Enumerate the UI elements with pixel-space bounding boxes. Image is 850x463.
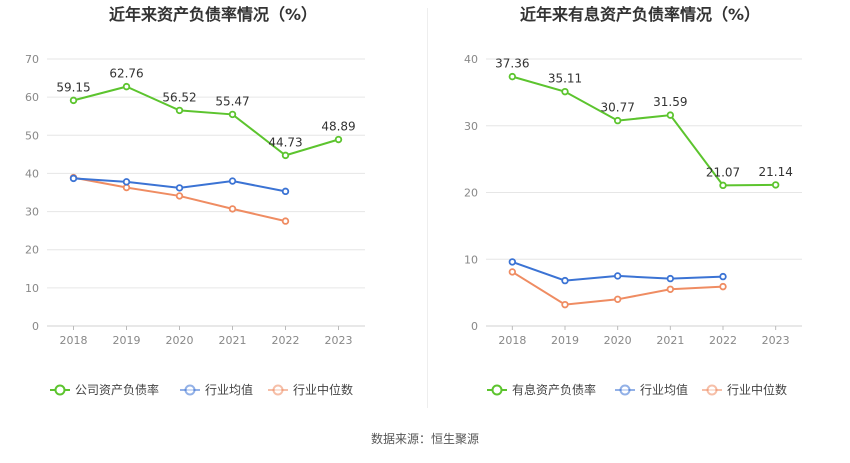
data-label: 35.11 [548,72,582,86]
data-point [666,111,675,119]
x-tick-label: 2019 [551,334,579,347]
x-tick-label: 2020 [166,334,194,347]
data-label: 59.15 [56,80,90,94]
data-point [771,181,780,189]
data-point [228,110,237,119]
legend-swatch-marker [54,384,66,396]
x-tick-label: 2021 [219,334,247,347]
data-point [175,192,184,200]
data-point [175,106,184,115]
x-tick-label: 2021 [656,334,684,347]
x-tick-label: 2022 [709,334,737,347]
data-point [719,282,727,291]
data-point [613,116,622,125]
data-label: 62.76 [109,67,143,81]
data-label: 44.73 [268,135,302,149]
data-point [508,258,517,266]
data-point [281,187,290,196]
legend-label: 行业均值 [640,382,688,397]
data-point [508,72,517,81]
data-point [69,174,78,183]
y-tick-label: 40 [25,167,39,180]
chart-title: 近年来资产负债率情况（%） [109,5,317,24]
source-note: 数据来源：恒生聚源 [370,432,479,446]
x-tick-label: 2019 [113,334,141,347]
data-label: 55.47 [215,94,249,108]
y-tick-label: 0 [471,320,478,333]
y-tick-label: 30 [25,206,39,219]
data-point [228,205,237,213]
x-tick-label: 2023 [762,334,790,347]
y-tick-label: 60 [25,91,39,104]
legend-label: 有息资产负债率 [512,382,596,397]
data-point [334,135,343,144]
data-point [281,151,290,160]
chart-panel-2: 近年来有息资产负债率情况（%） 0 10 20 30 40 2018 2019 2020 2021… [464,5,802,397]
y-tick-label: 30 [464,120,478,133]
data-point [719,181,727,190]
data-point [122,183,131,192]
data-point [122,178,131,186]
series-line [512,75,776,187]
y-tick-label: 70 [25,53,39,66]
data-point [228,177,237,185]
data-label: 30.77 [600,101,634,115]
data-point [719,272,727,281]
data-point [122,82,131,91]
data-point [508,268,517,276]
legend-label: 行业中位数 [293,382,353,397]
panel-divider [427,8,428,408]
data-point [281,217,290,225]
chart-panel-1: 近年来资产负债率情况（%） 0 10 20 30 40 50 60 70 2018 2019 2020… [25,5,365,397]
x-tick-label: 2018 [498,334,526,347]
legend-swatch-marker [272,384,284,396]
y-tick-label: 50 [25,129,39,142]
series-line [73,85,339,157]
x-tick-label: 2023 [325,334,353,347]
data-label: 48.89 [321,120,355,134]
data-label: 56.52 [162,90,196,104]
legend-swatch-marker [706,384,718,396]
data-label: 21.07 [706,165,740,179]
data-point [666,285,675,293]
data-point [561,87,569,96]
data-label: 37.36 [495,57,529,71]
legend-swatch-marker [491,384,503,396]
x-tick-label: 2022 [272,334,300,347]
data-point [666,274,675,283]
x-tick-label: 2020 [604,334,632,347]
data-point [69,96,78,105]
y-tick-label: 40 [464,53,478,66]
legend-label: 行业均值 [205,382,253,397]
data-label: 21.14 [758,165,792,179]
data-point [613,295,622,303]
y-tick-label: 20 [464,187,478,200]
y-tick-label: 0 [32,320,39,333]
chart-title: 近年来有息资产负债率情况（%） [520,5,760,24]
y-tick-label: 10 [464,253,478,266]
y-tick-label: 20 [25,244,39,257]
legend-label: 公司资产负债率 [75,382,159,397]
data-point [175,184,184,192]
legend-swatch-marker [619,384,631,396]
legend-swatch-marker [184,384,196,396]
data-label: 31.59 [653,95,687,109]
legend-label: 行业中位数 [727,382,787,397]
data-point [561,300,569,309]
y-tick-label: 10 [25,282,39,295]
data-point [613,272,622,280]
data-point [561,276,569,285]
x-tick-label: 2018 [60,334,88,347]
